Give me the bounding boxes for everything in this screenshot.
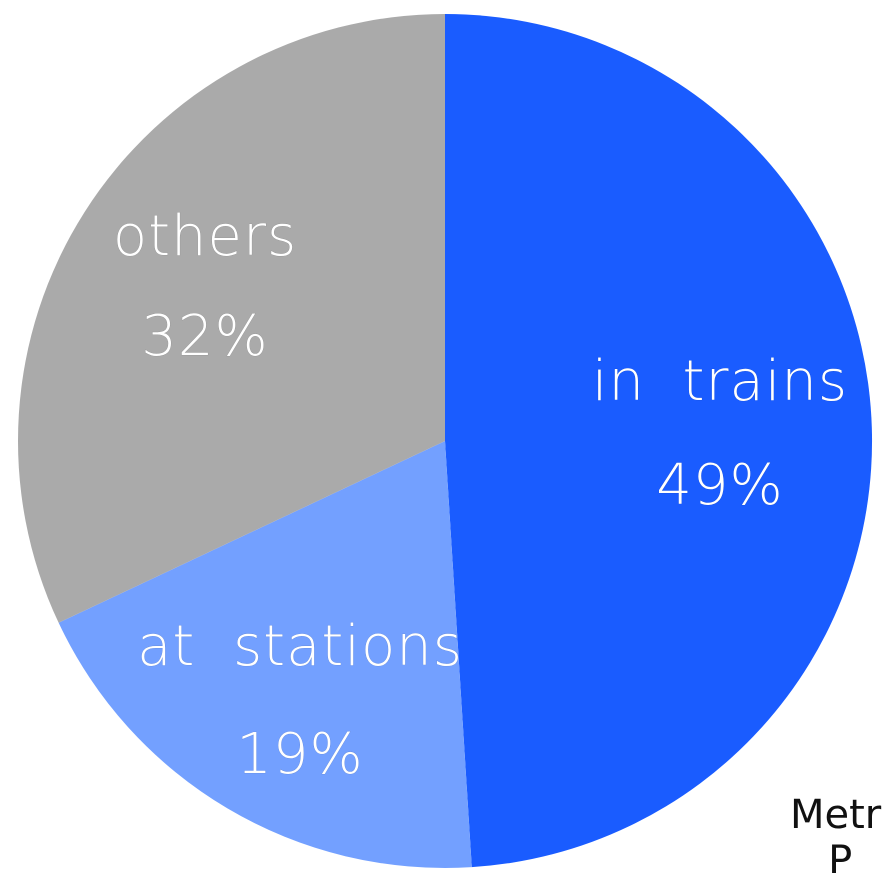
slice-value-label: 19% [236,722,363,787]
pie-slice [18,14,445,623]
slice-label: at stations [137,614,463,679]
slice-value-label: 32% [141,304,268,369]
pie-slice [58,441,472,869]
slice-label: in trains [592,349,848,414]
pie-slice [445,13,873,868]
slice-value-label: 49% [656,453,783,518]
source-note: Metr P [790,792,882,873]
slice-label: others [113,204,297,269]
